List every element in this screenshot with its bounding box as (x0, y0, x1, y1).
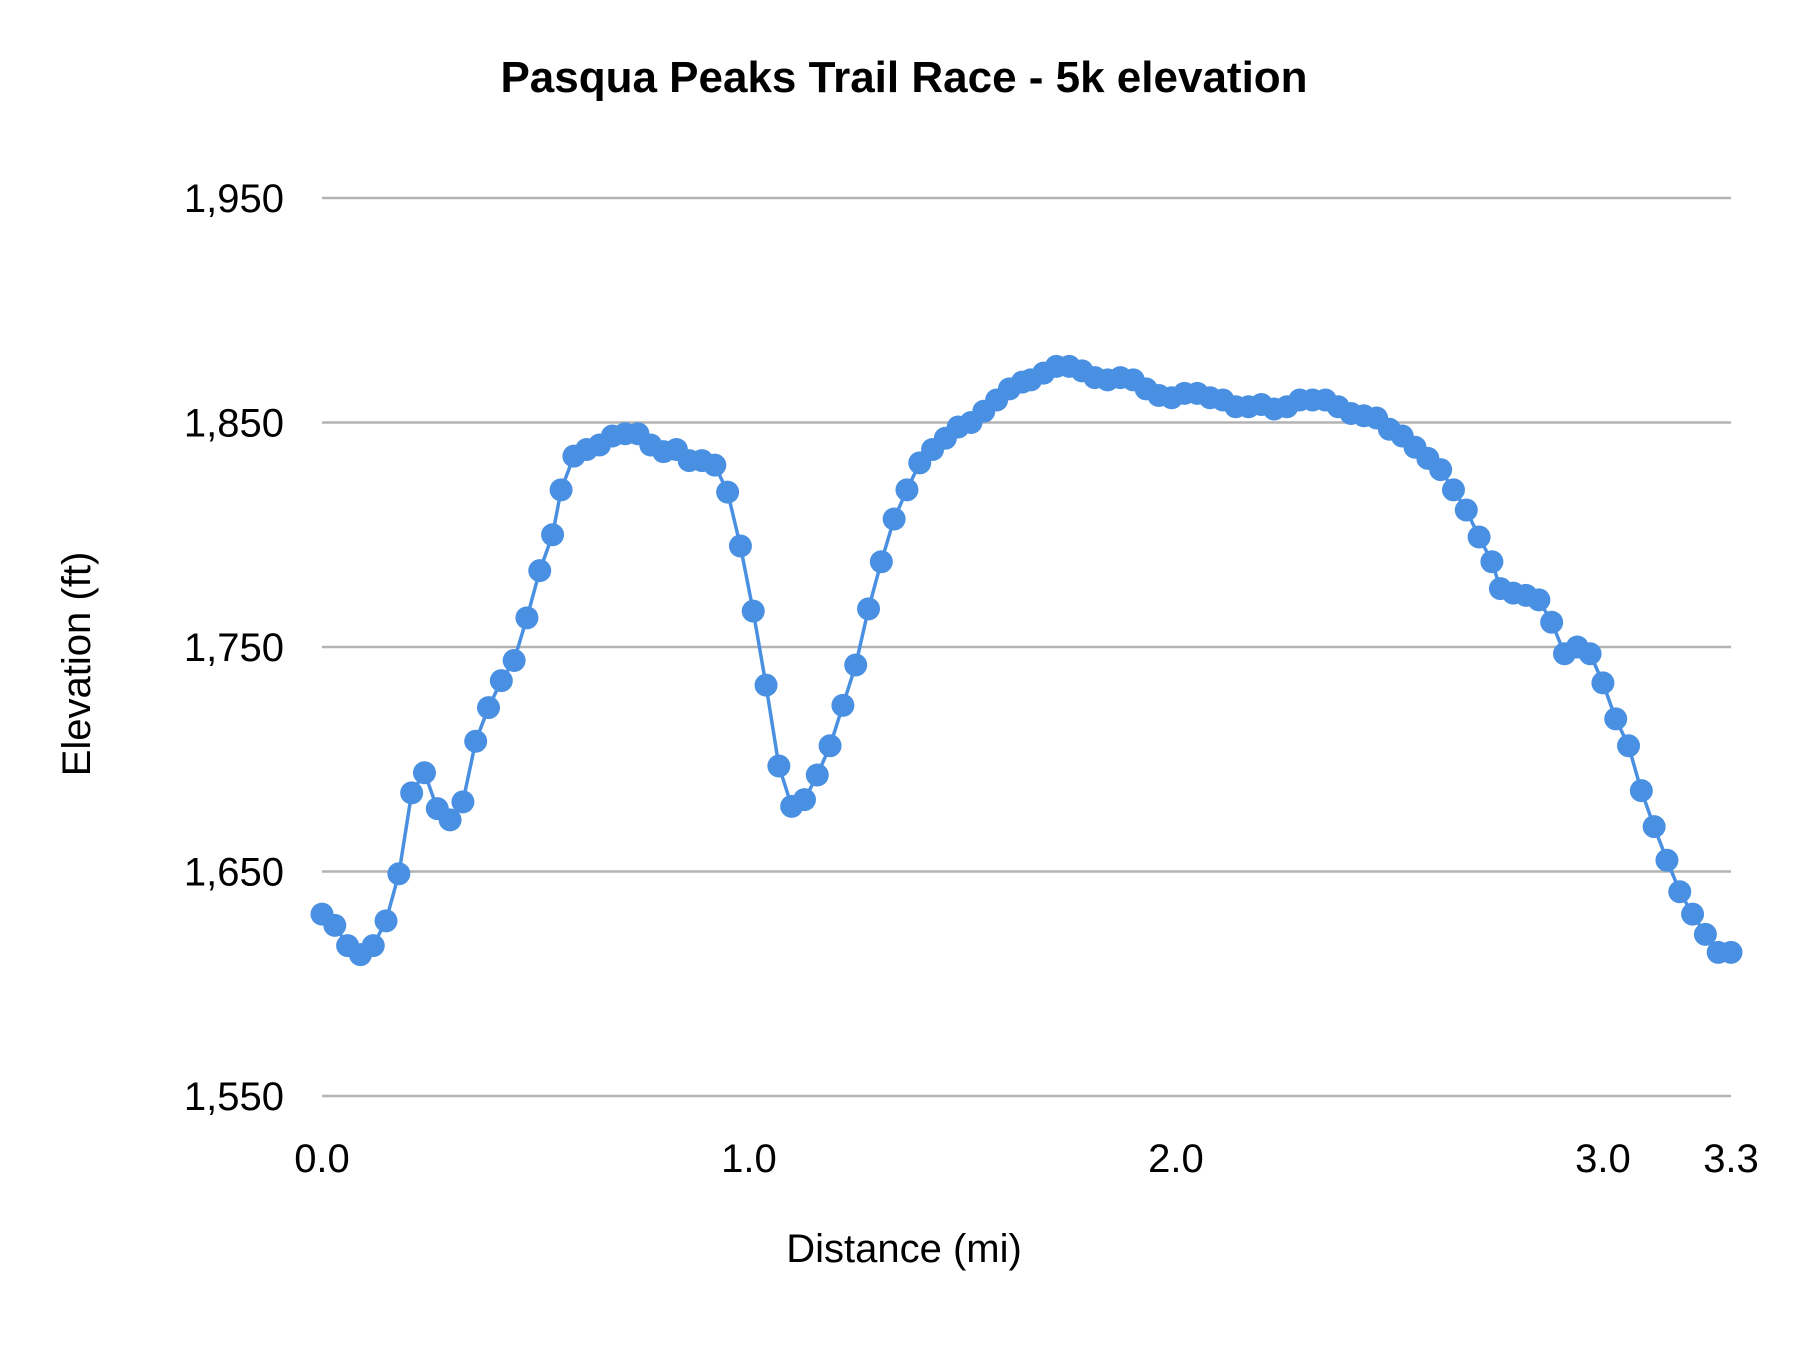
series-line (320, 364, 1731, 957)
data-point (1719, 940, 1743, 964)
data-point (1642, 815, 1666, 839)
data-point (1540, 610, 1564, 634)
data-point (528, 559, 552, 583)
data-point (741, 599, 765, 623)
data-point (831, 693, 855, 717)
data-point (1591, 671, 1615, 695)
data-point (1681, 902, 1705, 926)
data-point (805, 763, 829, 787)
data-point (549, 478, 573, 502)
data-point (1441, 478, 1465, 502)
data-point (857, 597, 881, 621)
data-point (323, 913, 347, 937)
data-point (489, 669, 513, 693)
data-point (818, 734, 842, 758)
x-tick-label: 2.0 (1148, 1137, 1204, 1181)
chart-title: Pasqua Peaks Trail Race - 5k elevation (500, 53, 1307, 102)
x-tick-label: 1.0 (721, 1137, 777, 1181)
y-tick-label: 1,750 (184, 626, 284, 670)
data-point (1604, 707, 1628, 731)
gridlines (322, 196, 1731, 1098)
data-point (361, 934, 385, 958)
data-point (728, 534, 752, 558)
data-point (477, 696, 501, 720)
data-point (869, 550, 893, 574)
data-point (451, 790, 475, 814)
data-point (400, 781, 424, 805)
data-point (1629, 779, 1653, 803)
data-point (895, 478, 919, 502)
data-point (541, 523, 565, 547)
data-point (1693, 922, 1717, 946)
data-point (1454, 498, 1478, 522)
data-point (844, 653, 868, 677)
series-points (310, 354, 1743, 967)
data-point (374, 909, 398, 933)
y-tick-label: 1,650 (184, 851, 284, 895)
data-point (792, 788, 816, 812)
y-tick-label: 1,950 (184, 177, 284, 221)
data-point (464, 729, 488, 753)
data-point (502, 648, 526, 672)
y-tick-label: 1,850 (184, 402, 284, 446)
x-tick-label: 0.0 (294, 1137, 350, 1181)
data-point (1617, 734, 1641, 758)
data-point (1467, 525, 1491, 549)
data-point (438, 808, 462, 832)
y-axis-ticks: 1,550 1,650 1,750 1,850 1,950 (184, 177, 284, 1119)
data-point (716, 480, 740, 504)
data-point (1429, 458, 1453, 482)
data-point (1655, 848, 1679, 872)
data-point (515, 606, 539, 630)
x-axis-ticks: 0.0 1.0 2.0 3.0 3.3 (294, 1137, 1759, 1181)
data-point (1668, 880, 1692, 904)
data-point (767, 754, 791, 778)
data-point (882, 507, 906, 531)
data-point (387, 862, 411, 886)
x-tick-label: 3.3 (1703, 1137, 1759, 1181)
data-point (754, 673, 778, 697)
data-point (1578, 642, 1602, 666)
data-point (1480, 550, 1504, 574)
y-tick-label: 1,550 (184, 1075, 284, 1119)
data-point (703, 453, 727, 477)
data-point (1527, 588, 1551, 612)
y-axis-label: Elevation (ft) (55, 552, 99, 777)
x-tick-label: 3.0 (1575, 1137, 1631, 1181)
data-point (412, 761, 436, 785)
x-axis-label: Distance (mi) (786, 1227, 1022, 1271)
